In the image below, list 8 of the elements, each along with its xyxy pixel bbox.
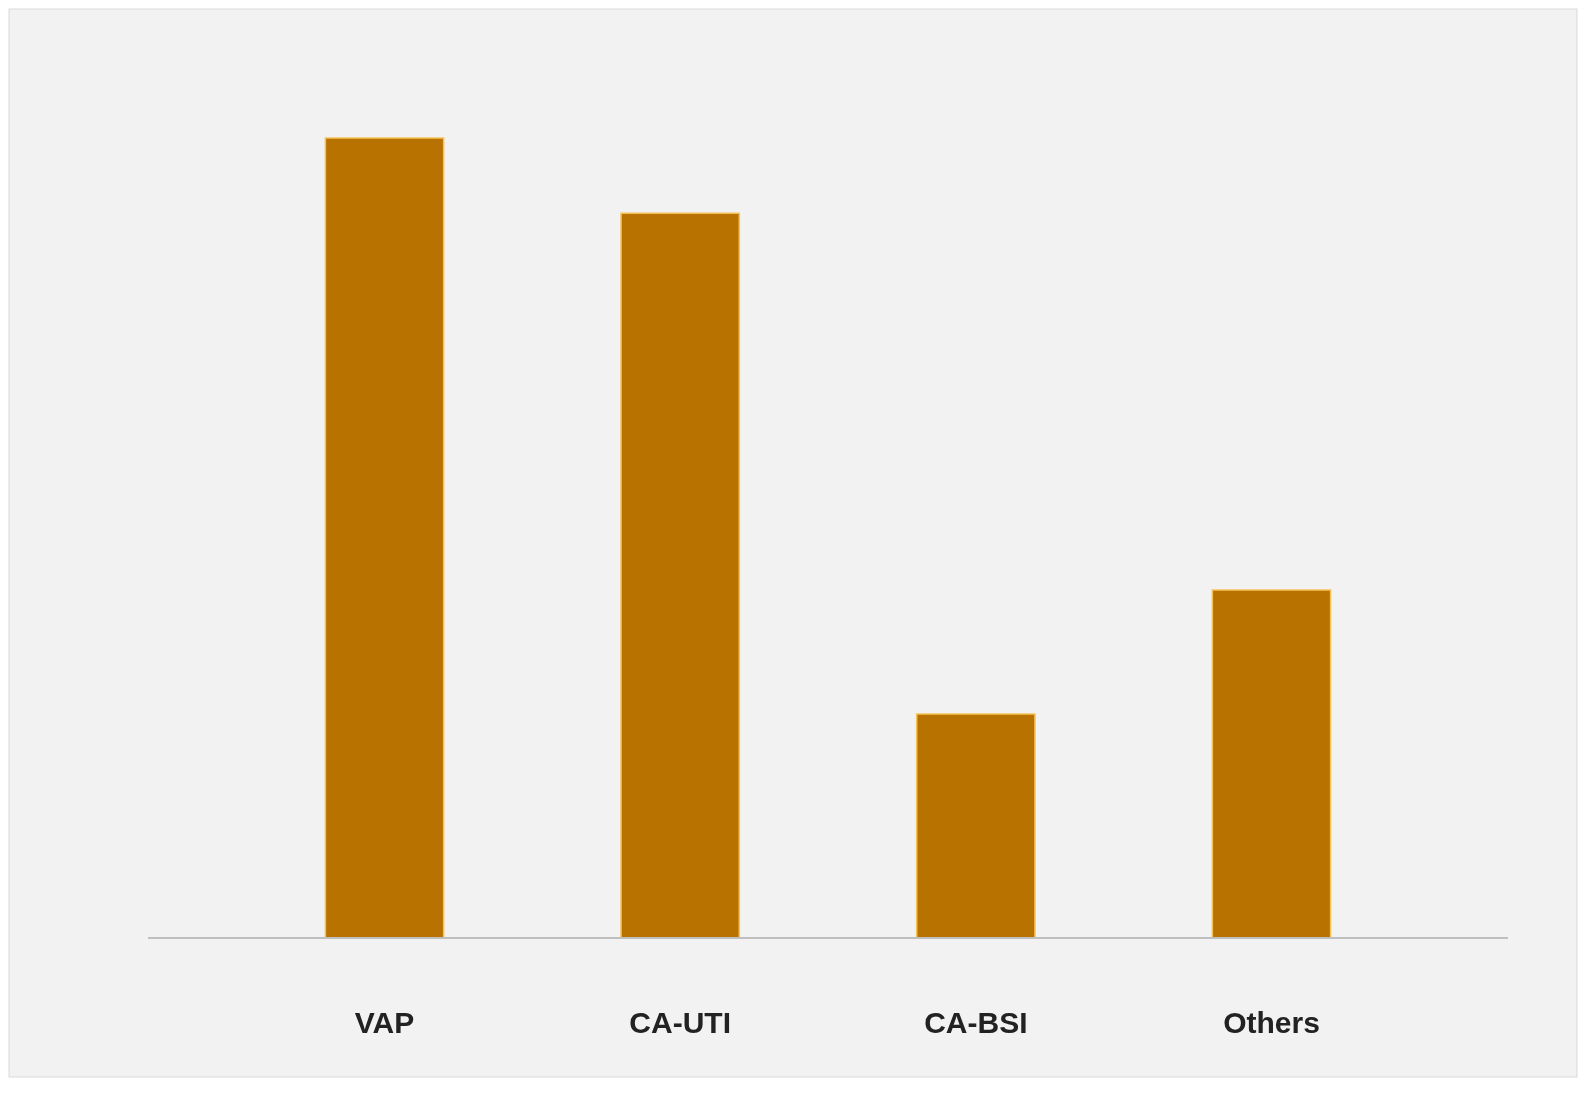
bar: [620, 212, 741, 939]
bar: [324, 137, 445, 939]
x-tick-label: CA-BSI: [924, 1006, 1028, 1039]
x-tick-label: VAP: [354, 1006, 415, 1039]
x-tick-label: CA-UTI: [629, 1006, 731, 1039]
x-tick-label: Others: [1223, 1006, 1320, 1039]
bar: [1211, 589, 1332, 939]
bar: [915, 713, 1036, 939]
